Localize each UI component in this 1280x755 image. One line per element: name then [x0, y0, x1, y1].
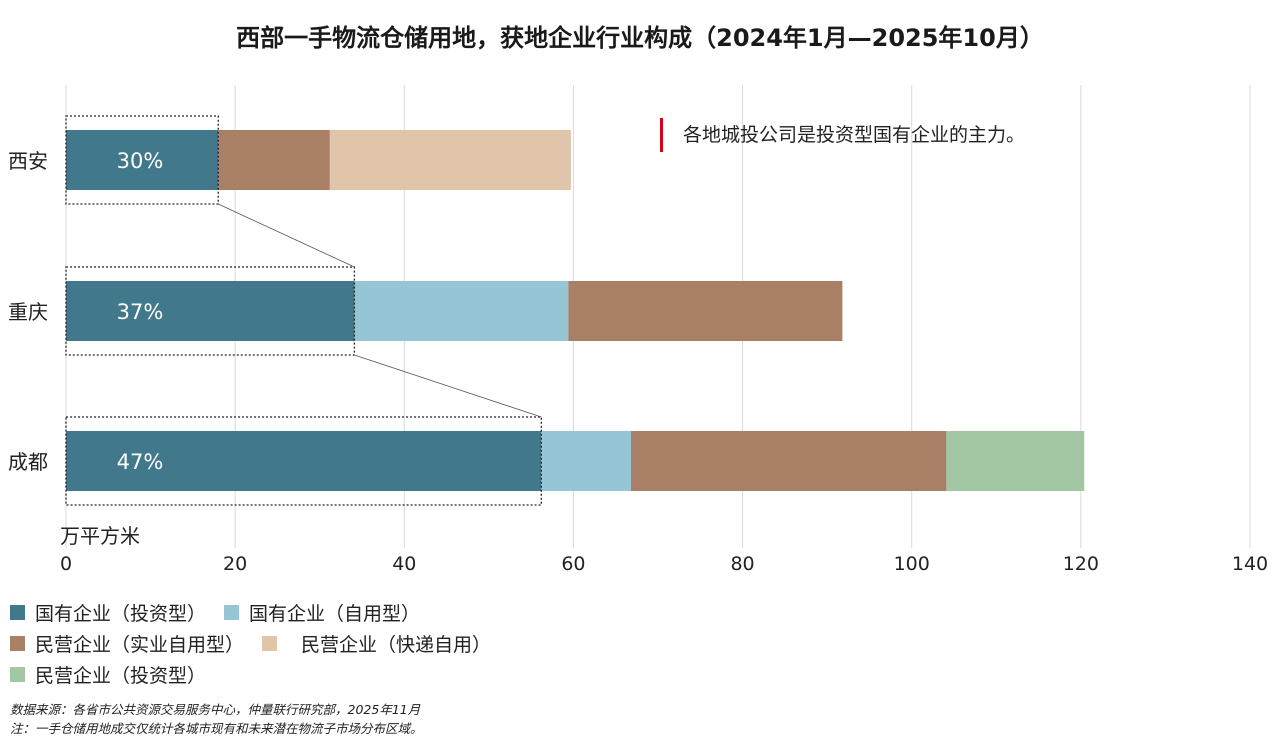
legend-swatch [224, 605, 240, 620]
legend-item: 国有企业（投资型） [10, 599, 206, 626]
legend: 国有企业（投资型） 国有企业（自用型） 民营企业（实业自用型） 民营企业（快递自… [10, 597, 509, 690]
legend-swatch [10, 667, 25, 682]
bar-segment [354, 281, 569, 341]
legend-label: 民营企业（投资型） [35, 665, 207, 687]
source-text: 数据来源：各省市公共资源交易服务中心，仲量联行研究部，2025年11月 [10, 702, 421, 717]
x-tick-label: 0 [60, 553, 72, 575]
category-label: 西安 [8, 149, 48, 173]
bar-segment [541, 431, 631, 491]
x-axis-unit-label: 万平方米 [60, 524, 140, 548]
legend-item: 民营企业（实业自用型） [10, 630, 244, 657]
bar-segment [218, 130, 330, 190]
bar-segment [66, 431, 542, 491]
legend-item: 民营企业（快递自用） [262, 630, 491, 657]
highlight-box [65, 115, 219, 205]
legend-swatch [10, 605, 25, 620]
legend-label: 国有企业（自用型） [249, 603, 421, 625]
bar-segment [66, 281, 355, 341]
legend-item: 民营企业（投资型） [10, 661, 206, 688]
category-label: 成都 [8, 450, 48, 474]
legend-label: 国有企业（投资型） [35, 603, 207, 625]
connector-line [218, 203, 355, 268]
bar-chart: 0 20 40 60 80 100 120 140 万平方米 西安 30% 重庆 37% 成都 47% [8, 85, 1268, 575]
highlight-box [65, 416, 542, 506]
x-tick-label: 100 [894, 553, 930, 575]
footer: 数据来源：各省市公共资源交易服务中心，仲量联行研究部，2025年11月 注：一手… [10, 700, 423, 738]
bar-segment [630, 431, 947, 491]
chart-title: 西部一手物流仓储用地，获地企业行业构成（2024年1月—2025年10月） [236, 24, 1044, 52]
bar-segment [329, 130, 571, 190]
bar-segment [568, 281, 843, 341]
data-label: 47% [117, 450, 164, 474]
connector-line [354, 354, 542, 418]
category-label: 重庆 [8, 300, 48, 324]
highlight-box [65, 266, 356, 356]
annotation-note: 各地城投公司是投资型国有企业的主力。 [660, 118, 1025, 152]
legend-item: 国有企业（自用型） [224, 599, 420, 626]
legend-label: 民营企业（实业自用型） [35, 634, 245, 656]
x-tick-label: 80 [730, 553, 754, 575]
bar-segment [946, 431, 1085, 491]
x-tick-label: 140 [1232, 553, 1268, 575]
legend-swatch [10, 636, 25, 651]
x-tick-label: 40 [392, 553, 416, 575]
legend-label: 民营企业（快递自用） [301, 634, 492, 656]
x-tick-label: 60 [561, 553, 585, 575]
legend-swatch [262, 636, 278, 651]
note-text: 注：一手仓储用地成交仅统计各城市现有和未来潜在物流子市场分布区域。 [10, 721, 423, 736]
x-tick-label: 20 [223, 553, 247, 575]
data-label: 37% [117, 300, 164, 324]
x-tick-label: 120 [1063, 553, 1099, 575]
bar-segment [66, 130, 219, 190]
data-label: 30% [117, 149, 164, 173]
